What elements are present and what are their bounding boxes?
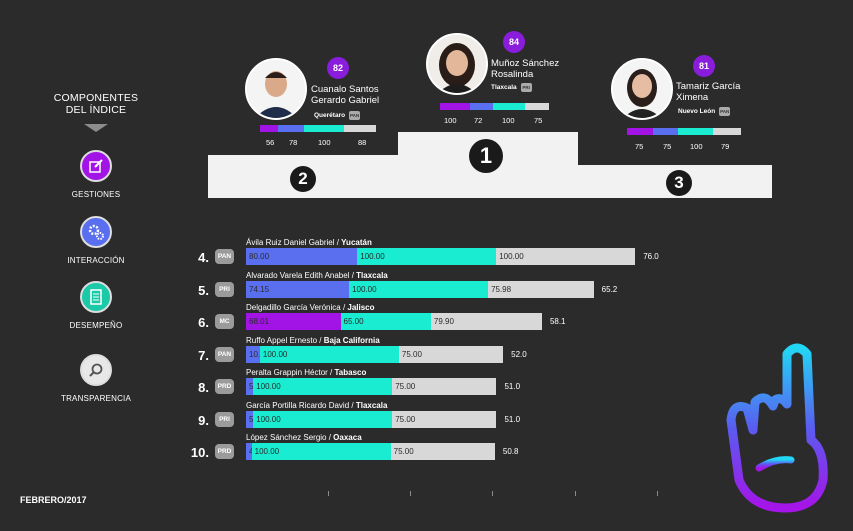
candidate-name: Cuanalo Santos Gerardo Gabriel <box>311 84 380 106</box>
total-score: 51.0 <box>504 414 521 424</box>
bar-segment: 75.00 <box>390 443 495 460</box>
hand-logo-icon <box>725 340 830 515</box>
bar-segment: 80.00 <box>246 248 358 265</box>
rank-label: 10. <box>190 445 209 460</box>
rank-badge: 2 <box>290 166 316 192</box>
party-badge: PRI <box>520 83 532 92</box>
score-badge: 84 <box>503 31 525 53</box>
axis-tick <box>575 491 576 496</box>
component-values: 75 75 100 79 <box>635 142 730 151</box>
bar-segment: 74.15 <box>246 280 350 298</box>
bar-segment: 75.98 <box>488 280 594 298</box>
edit-icon <box>80 150 112 182</box>
axis-tick <box>492 491 493 496</box>
rank-label: 9. <box>198 412 209 428</box>
component-mini-bar <box>260 125 376 132</box>
component-label: GESTIONES <box>71 190 121 199</box>
component-gestiones[interactable]: GESTIONES <box>60 150 132 199</box>
bar-segment: 10.00 <box>246 345 260 363</box>
bar-segment: 100.00 <box>251 443 391 460</box>
bar-segment: 5.19 <box>246 378 254 395</box>
bar-segment: 79.90 <box>430 313 542 330</box>
avatar <box>611 58 673 120</box>
total-score: 52.0 <box>511 349 527 359</box>
score-badge: 81 <box>693 55 715 77</box>
candidate-name: Peralta Grappin Héctor / Tabasco <box>246 368 367 377</box>
total-score: 58.1 <box>549 317 566 326</box>
bar-segment: 65.00 <box>340 313 431 330</box>
components-title: COMPONENTES DEL ÍNDICE <box>53 92 139 116</box>
rank-badge: 3 <box>666 170 692 196</box>
rank-label: 6. <box>198 315 209 330</box>
rank-label: 5. <box>198 282 209 298</box>
candidate-name: López Sánchez Sergio / Oaxaca <box>246 433 362 442</box>
party-badge: PAN <box>215 346 234 362</box>
axis-tick <box>410 491 411 496</box>
party-badge: PAN <box>719 107 731 116</box>
bar-segment: 100.00 <box>349 280 489 298</box>
avatar <box>245 58 307 120</box>
candidate-state: Nuevo León PAN <box>678 107 731 116</box>
component-interaccion[interactable]: INTERACCIÓN <box>60 216 132 265</box>
total-score: 65.2 <box>601 284 618 294</box>
party-badge: MC <box>215 314 234 329</box>
candidate-name: Ruffo Appel Ernesto / Baja California <box>246 335 380 345</box>
party-badge: PAN <box>349 111 361 120</box>
component-label: INTERACCIÓN <box>67 256 125 265</box>
party-badge: PRI <box>215 411 234 427</box>
date-label: FEBRERO/2017 <box>20 495 87 505</box>
rank-label: 7. <box>198 347 209 363</box>
total-score: 50.8 <box>502 447 519 456</box>
rank-label: 8. <box>198 380 209 395</box>
rank-label: 4. <box>198 250 209 265</box>
candidate-name: García Portilla Ricardo David / Tlaxcala <box>246 400 388 410</box>
bar-segment: 100.00 <box>496 248 636 265</box>
component-mini-bar <box>627 128 741 135</box>
component-label: TRANSPARENCIA <box>60 394 132 403</box>
party-badge: PRI <box>215 281 234 297</box>
party-badge: PRD <box>215 379 234 394</box>
bar-segment: 75.00 <box>398 345 504 363</box>
avatar <box>426 33 488 95</box>
magnifier-icon <box>80 354 112 386</box>
component-transparencia[interactable]: TRANSPARENCIA <box>60 354 132 403</box>
rank-badge: 1 <box>469 139 503 173</box>
party-badge: PAN <box>215 249 234 264</box>
candidate-name: Muñoz Sánchez Rosalinda <box>491 58 560 80</box>
bar-segment: 100.00 <box>253 378 393 395</box>
candidate-name: Ávila Ruiz Daniel Gabriel / Yucatán <box>246 238 372 247</box>
total-score: 51.0 <box>504 382 521 391</box>
bar-segment: 100.00 <box>357 248 497 265</box>
bar-segment: 68.01 <box>246 313 341 330</box>
candidate-name: Delgadillo García Verónica / Jalisco <box>246 303 375 312</box>
candidate-state: Tlaxcala PRI <box>491 83 532 92</box>
bar-segment: 75.00 <box>392 410 497 428</box>
component-desempeno[interactable]: DESEMPEÑO <box>60 281 132 330</box>
component-values: 56 78 100 88 <box>266 138 367 147</box>
bar-segment: 5.19 <box>246 410 254 428</box>
candidate-state: Querétaro PAN <box>314 111 361 120</box>
chevron-down-icon <box>84 124 108 132</box>
document-icon <box>80 281 112 313</box>
bar-segment: 100.00 <box>253 410 393 428</box>
component-label: DESEMPEÑO <box>69 321 123 330</box>
total-score: 76.0 <box>643 252 659 261</box>
bar-segment: 4.07 <box>246 443 252 460</box>
score-badge: 82 <box>327 57 349 79</box>
candidate-name: Alvarado Varela Edith Anabel / Tlaxcala <box>246 270 388 280</box>
gears-icon <box>80 216 112 248</box>
axis-tick <box>657 491 658 496</box>
bar-segment: 100.00 <box>259 345 399 363</box>
bar-segment: 75.00 <box>392 378 497 395</box>
component-values: 100 72 100 75 <box>444 116 543 125</box>
candidate-name: Tamariz García Ximena <box>676 81 741 103</box>
component-mini-bar <box>440 103 549 110</box>
axis-tick <box>328 491 329 496</box>
party-badge: PRD <box>215 444 234 459</box>
